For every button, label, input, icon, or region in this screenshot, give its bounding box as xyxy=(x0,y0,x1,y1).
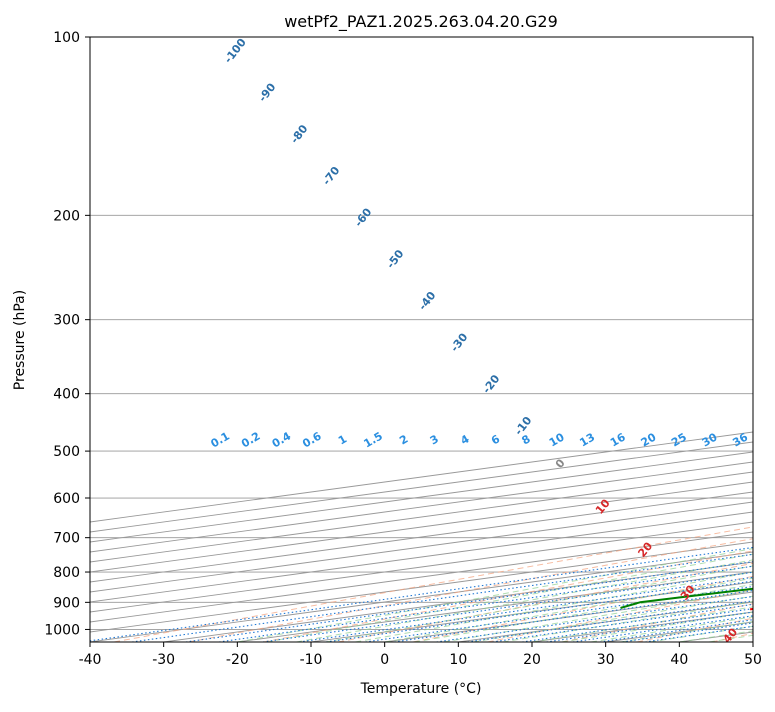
x-tick-label: -10 xyxy=(300,652,323,668)
x-tick-label: -20 xyxy=(226,652,249,668)
y-tick-label: 700 xyxy=(53,531,80,547)
x-tick-label: 20 xyxy=(523,652,541,668)
x-tick-label: -40 xyxy=(79,652,102,668)
y-axis-label: Pressure (hPa) xyxy=(12,290,28,390)
y-tick-label: 300 xyxy=(53,313,80,329)
x-axis-label: Temperature (°C) xyxy=(360,681,482,697)
y-tick-label: 100 xyxy=(53,30,80,46)
x-tick-label: 50 xyxy=(744,652,762,668)
x-tick-label: 10 xyxy=(449,652,467,668)
x-tick-label: 0 xyxy=(380,652,389,668)
y-tick-label: 1000 xyxy=(44,622,80,638)
y-tick-label: 500 xyxy=(53,444,80,460)
x-tick-label: -30 xyxy=(152,652,175,668)
y-tick-label: 900 xyxy=(53,595,80,611)
x-tick-label: 40 xyxy=(670,652,688,668)
y-tick-label: 800 xyxy=(53,565,80,581)
chart-title: wetPf2_PAZ1.2025.263.04.20.G29 xyxy=(284,12,558,32)
x-tick-label: 30 xyxy=(597,652,615,668)
y-tick-label: 400 xyxy=(53,387,80,403)
y-tick-label: 200 xyxy=(53,208,80,224)
y-tick-label: 600 xyxy=(53,491,80,507)
